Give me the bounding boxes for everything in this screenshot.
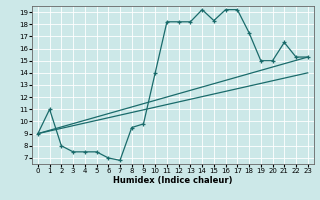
X-axis label: Humidex (Indice chaleur): Humidex (Indice chaleur) [113,176,233,185]
